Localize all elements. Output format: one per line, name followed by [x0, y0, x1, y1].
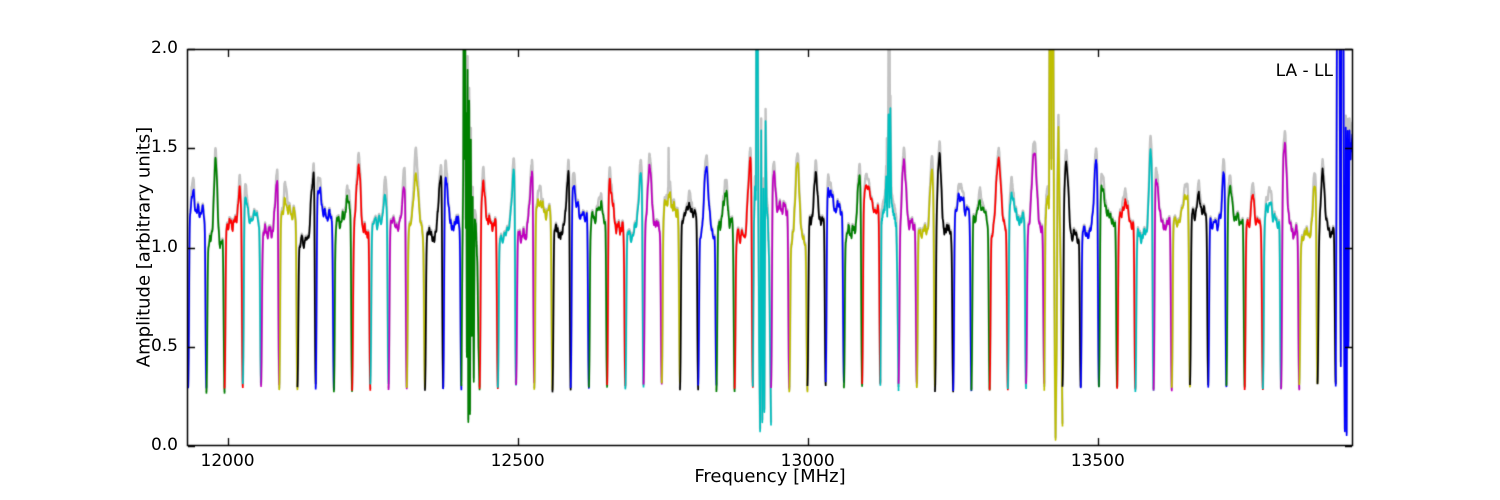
y-tick-label: 0.5 [150, 335, 178, 356]
x-tick-label: 13500 [1070, 451, 1125, 471]
x-tick-label: 12000 [200, 451, 255, 471]
x-tick-label: 12500 [490, 451, 545, 471]
annotation-label: LA - LL [1275, 61, 1333, 81]
x-axis-label: Frequency [MHz] [694, 466, 846, 487]
x-tick-label: 13000 [780, 451, 835, 471]
y-tick-label: 0.0 [150, 435, 178, 455]
y-tick-label: 1.0 [150, 236, 178, 257]
y-tick-label: 1.5 [150, 137, 178, 158]
y-tick-label: 2.0 [150, 38, 178, 58]
